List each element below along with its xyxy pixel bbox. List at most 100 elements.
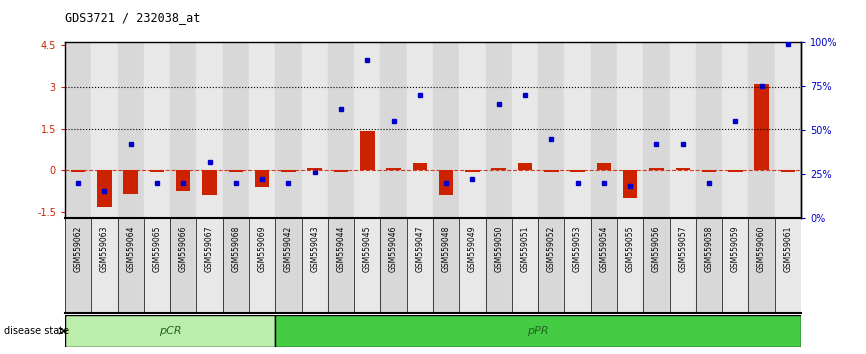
Text: GSM559058: GSM559058 (705, 225, 714, 272)
Text: GSM559060: GSM559060 (757, 225, 766, 272)
Bar (354, 42, 380, 218)
Bar (486, 42, 512, 218)
Bar (360, 131, 374, 170)
Text: GSM559052: GSM559052 (546, 225, 556, 272)
Bar (780, 170, 795, 172)
Text: GSM559056: GSM559056 (652, 225, 661, 272)
Bar (197, 218, 223, 313)
Bar (591, 218, 617, 313)
Bar (197, 42, 223, 218)
Bar (623, 170, 637, 198)
Text: GDS3721 / 232038_at: GDS3721 / 232038_at (65, 11, 200, 24)
Bar (650, 169, 663, 170)
Text: GSM559054: GSM559054 (599, 225, 609, 272)
Bar (643, 218, 669, 313)
Bar (518, 164, 533, 170)
Bar (65, 42, 91, 218)
Bar (696, 218, 722, 313)
Bar (643, 42, 669, 218)
Bar (118, 42, 144, 218)
Bar (328, 218, 354, 313)
Bar (728, 170, 742, 172)
Bar (512, 218, 538, 313)
Bar (65, 218, 91, 313)
Text: GSM559061: GSM559061 (784, 225, 792, 272)
Bar (124, 170, 138, 194)
Bar (223, 42, 249, 218)
Text: GSM559065: GSM559065 (152, 225, 161, 272)
Bar (696, 42, 722, 218)
Bar (91, 218, 118, 313)
Bar (170, 42, 197, 218)
Bar (275, 315, 801, 347)
Bar (775, 42, 801, 218)
Text: pPR: pPR (527, 326, 549, 336)
Bar (722, 42, 748, 218)
Bar (459, 42, 486, 218)
Bar (722, 218, 748, 313)
Bar (333, 170, 348, 172)
Bar (465, 170, 480, 172)
Bar (281, 170, 295, 172)
Bar (459, 218, 486, 313)
Text: pCR: pCR (158, 326, 181, 336)
Text: GSM559051: GSM559051 (520, 225, 529, 272)
Bar (669, 42, 696, 218)
Text: GSM559048: GSM559048 (442, 225, 450, 272)
Text: GSM559055: GSM559055 (625, 225, 635, 272)
Bar (754, 84, 769, 170)
Text: GSM559057: GSM559057 (678, 225, 688, 272)
Bar (223, 218, 249, 313)
Text: GSM559062: GSM559062 (74, 225, 82, 272)
Bar (71, 170, 86, 172)
Bar (571, 170, 585, 172)
Bar (617, 218, 643, 313)
Bar (307, 168, 322, 170)
Text: GSM559049: GSM559049 (468, 225, 477, 272)
Text: GSM559063: GSM559063 (100, 225, 109, 272)
Bar (255, 170, 269, 187)
Text: GSM559044: GSM559044 (337, 225, 346, 272)
Text: GSM559068: GSM559068 (231, 225, 241, 272)
Bar (170, 218, 197, 313)
Bar (439, 170, 454, 195)
Text: GSM559066: GSM559066 (178, 225, 188, 272)
Bar (380, 42, 407, 218)
Text: GSM559042: GSM559042 (284, 225, 293, 272)
Bar (701, 170, 716, 172)
Bar (380, 218, 407, 313)
Text: GSM559047: GSM559047 (416, 225, 424, 272)
Bar (748, 42, 775, 218)
Bar (486, 218, 512, 313)
Text: GSM559059: GSM559059 (731, 225, 740, 272)
Bar (176, 170, 191, 191)
Bar (512, 42, 538, 218)
Text: GSM559067: GSM559067 (205, 225, 214, 272)
Bar (229, 170, 243, 172)
Text: GSM559050: GSM559050 (494, 225, 503, 272)
Text: GSM559043: GSM559043 (310, 225, 320, 272)
Text: GSM559069: GSM559069 (257, 225, 267, 272)
Bar (433, 42, 459, 218)
Bar (675, 169, 690, 170)
Bar (65, 315, 275, 347)
Bar (275, 218, 301, 313)
Bar (249, 218, 275, 313)
Bar (203, 170, 216, 195)
Bar (565, 42, 591, 218)
Bar (275, 42, 301, 218)
Bar (301, 218, 328, 313)
Text: GSM559045: GSM559045 (363, 225, 372, 272)
Bar (597, 164, 611, 170)
Bar (144, 42, 170, 218)
Text: GSM559046: GSM559046 (389, 225, 398, 272)
Bar (407, 42, 433, 218)
Text: GSM559053: GSM559053 (573, 225, 582, 272)
Bar (669, 218, 696, 313)
Bar (150, 170, 165, 172)
Bar (386, 168, 401, 170)
Bar (328, 42, 354, 218)
Bar (492, 168, 506, 170)
Bar (91, 42, 118, 218)
Bar (118, 218, 144, 313)
